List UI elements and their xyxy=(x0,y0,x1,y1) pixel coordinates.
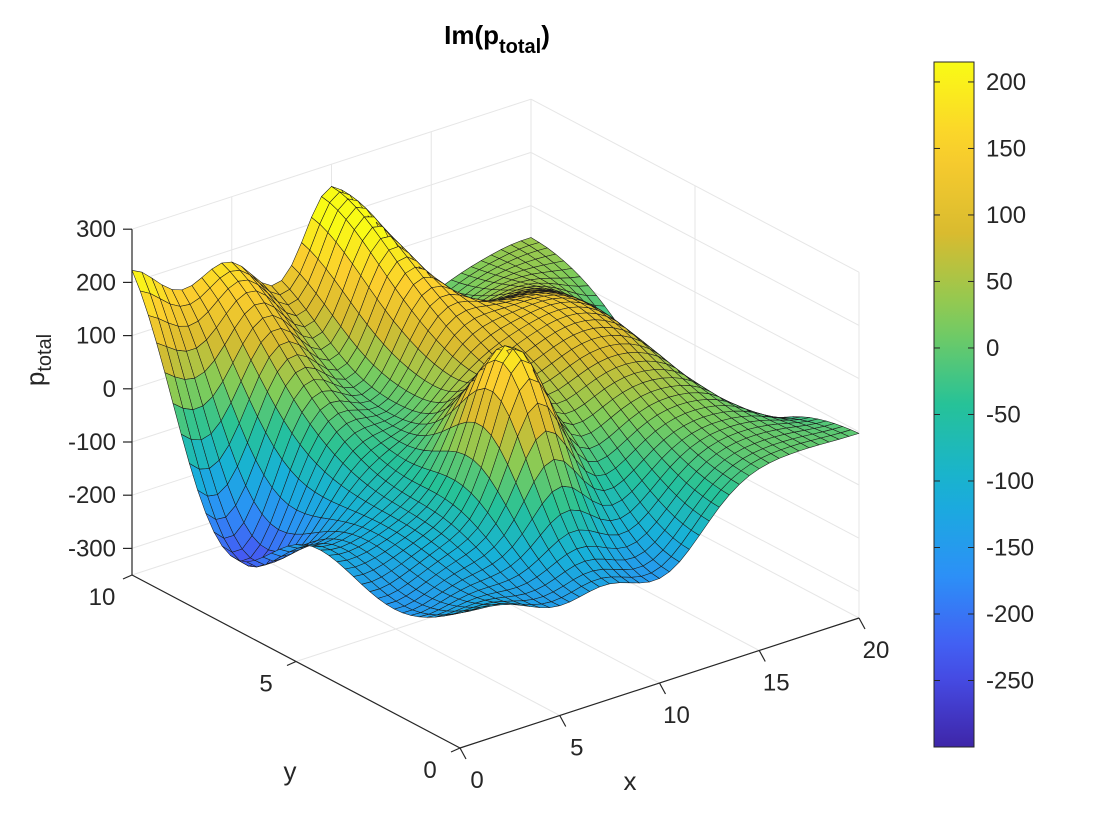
x-tick-label: 20 xyxy=(863,637,890,664)
y-tick-mark xyxy=(122,574,133,580)
x-tick-label: 5 xyxy=(570,735,583,762)
colorbar-tick-label: 150 xyxy=(986,135,1026,162)
z-tick-label: 100 xyxy=(76,323,116,350)
colorbar-tick-label: -100 xyxy=(986,468,1034,495)
y-tick-mark xyxy=(286,660,297,667)
colorbar-tick-label: 50 xyxy=(986,268,1013,295)
z-tick-label: 300 xyxy=(76,216,116,243)
surface-mesh xyxy=(131,186,860,618)
colorbar-tick-label: -50 xyxy=(986,401,1021,428)
colorbar-ticks: 200 150 100 50 0 -50 -100 -150 -200 -250 xyxy=(934,69,1034,694)
y-tick-label: 5 xyxy=(259,671,272,698)
x-tick-mark xyxy=(559,715,567,727)
y-axis-label: y xyxy=(284,756,297,786)
z-tick-label: -300 xyxy=(68,535,116,562)
x-tick-mark xyxy=(459,747,467,760)
z-tick-label: -200 xyxy=(68,482,116,509)
x-tick-mark xyxy=(658,682,667,695)
x-tick-mark xyxy=(858,617,866,630)
colorbar-tick-label: 0 xyxy=(986,335,999,362)
colorbar-tick-label: -200 xyxy=(986,601,1034,628)
z-tick-label: 200 xyxy=(76,269,116,296)
surface-cell xyxy=(840,429,860,437)
y-tick-label: 0 xyxy=(423,757,436,784)
z-tick-label: -100 xyxy=(68,429,116,456)
z-tick-label: 0 xyxy=(103,376,116,403)
x-tick-label: 15 xyxy=(763,670,790,697)
x-tick-mark xyxy=(758,650,766,662)
y-tick-label: 10 xyxy=(89,584,116,611)
z-axis-label: ptotal xyxy=(20,334,56,386)
chart-title: Im(ptotal) xyxy=(444,20,550,58)
colorbar xyxy=(933,61,975,748)
y-tick-mark xyxy=(450,747,461,753)
x-axis-label: x xyxy=(624,766,637,796)
colorbar-tick-label: -250 xyxy=(986,667,1034,694)
x-tick-label: 0 xyxy=(470,767,483,794)
x-tick-label: 10 xyxy=(663,702,690,729)
colorbar-tick-label: 200 xyxy=(986,69,1026,96)
colorbar-tick-label: 100 xyxy=(986,202,1026,229)
colorbar-tick-label: -150 xyxy=(986,534,1034,561)
